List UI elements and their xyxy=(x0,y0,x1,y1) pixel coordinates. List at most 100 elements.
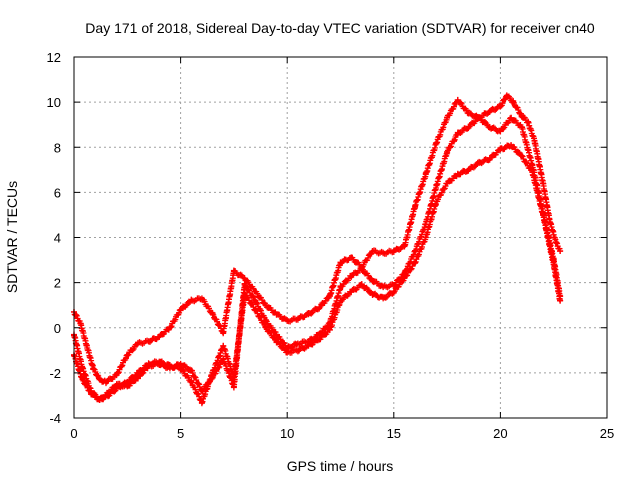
data-point xyxy=(454,171,461,178)
data-point xyxy=(348,254,355,261)
y-tick-label: 0 xyxy=(54,321,61,336)
data-point xyxy=(510,99,517,106)
data-point xyxy=(209,311,216,318)
data-point xyxy=(465,166,472,173)
data-point xyxy=(546,216,553,223)
data-point xyxy=(305,311,312,318)
data-point xyxy=(252,297,259,304)
y-tick-label: 4 xyxy=(54,231,61,246)
data-point xyxy=(252,288,259,295)
data-point xyxy=(198,295,205,302)
chart-title: Day 171 of 2018, Sidereal Day-to-day VTE… xyxy=(85,20,595,36)
data-point xyxy=(90,365,97,372)
data-point xyxy=(83,342,90,349)
x-tick-label: 15 xyxy=(387,426,401,441)
data-point xyxy=(508,114,515,121)
data-point xyxy=(166,363,173,370)
data-point xyxy=(540,211,547,218)
data-point xyxy=(145,338,152,345)
data-point xyxy=(273,311,280,318)
data-point xyxy=(444,180,451,187)
data-point xyxy=(337,259,344,266)
data-point xyxy=(102,378,109,385)
data-point xyxy=(540,180,547,187)
data-point xyxy=(525,119,532,126)
data-point xyxy=(412,259,419,266)
data-point xyxy=(241,281,248,288)
data-point xyxy=(557,297,564,304)
data-point xyxy=(486,155,493,162)
data-point xyxy=(294,340,301,347)
data-point xyxy=(188,367,195,374)
data-point xyxy=(550,261,557,268)
data-point xyxy=(230,383,237,390)
data-point xyxy=(337,297,344,304)
data-point xyxy=(348,272,355,279)
data-point xyxy=(476,160,483,167)
data-point xyxy=(252,306,259,313)
y-tick-label: -2 xyxy=(49,366,61,381)
data-point xyxy=(390,248,397,255)
data-point xyxy=(454,96,461,103)
x-tick-label: 20 xyxy=(493,426,507,441)
data-point xyxy=(465,123,472,130)
y-axis-label: SDTVAR / TECUs xyxy=(4,181,20,293)
data-point xyxy=(433,182,440,189)
y-tick-label: 8 xyxy=(54,140,61,155)
data-point xyxy=(273,331,280,338)
data-point xyxy=(529,169,536,176)
data-point xyxy=(454,130,461,137)
data-point xyxy=(444,148,451,155)
data-point xyxy=(326,293,333,300)
data-point xyxy=(262,324,269,331)
data-point xyxy=(96,376,103,383)
y-tick-label: 12 xyxy=(47,50,61,65)
data-point xyxy=(230,268,237,275)
data-point xyxy=(444,114,451,121)
data-point xyxy=(124,351,131,358)
data-point xyxy=(412,202,419,209)
x-tick-label: 5 xyxy=(177,426,184,441)
data-point xyxy=(105,392,112,399)
data-point xyxy=(88,390,95,397)
data-point xyxy=(145,360,152,367)
y-tick-label: 6 xyxy=(54,185,61,200)
data-point xyxy=(134,340,141,347)
data-point xyxy=(557,248,564,255)
data-point xyxy=(198,399,205,406)
x-tick-label: 10 xyxy=(280,426,294,441)
data-point xyxy=(230,374,237,381)
data-point xyxy=(380,284,387,291)
data-point xyxy=(134,369,141,376)
data-point xyxy=(326,327,333,334)
y-tick-label: 2 xyxy=(54,276,61,291)
data-point xyxy=(337,284,344,291)
data-point xyxy=(188,297,195,304)
data-point xyxy=(294,347,301,354)
y-tick-label: -4 xyxy=(49,411,61,426)
data-point xyxy=(422,171,429,178)
data-point xyxy=(77,320,84,327)
data-point xyxy=(348,288,355,295)
data-point xyxy=(316,304,323,311)
data-point xyxy=(433,139,440,146)
y-tick-label: 10 xyxy=(47,95,61,110)
data-point xyxy=(380,250,387,257)
x-tick-label: 0 xyxy=(70,426,77,441)
data-point xyxy=(220,342,227,349)
data-point xyxy=(518,112,525,119)
data-point xyxy=(518,123,525,130)
data-point xyxy=(284,317,291,324)
data-point xyxy=(531,137,538,144)
data-point xyxy=(476,114,483,121)
data-point xyxy=(241,275,248,282)
data-point xyxy=(113,372,120,379)
data-point xyxy=(518,153,525,160)
data-point xyxy=(497,103,504,110)
series-trace-3 xyxy=(71,141,564,407)
data-point xyxy=(497,128,504,135)
data-point xyxy=(209,369,216,376)
data-point xyxy=(113,385,120,392)
data-point xyxy=(305,342,312,349)
